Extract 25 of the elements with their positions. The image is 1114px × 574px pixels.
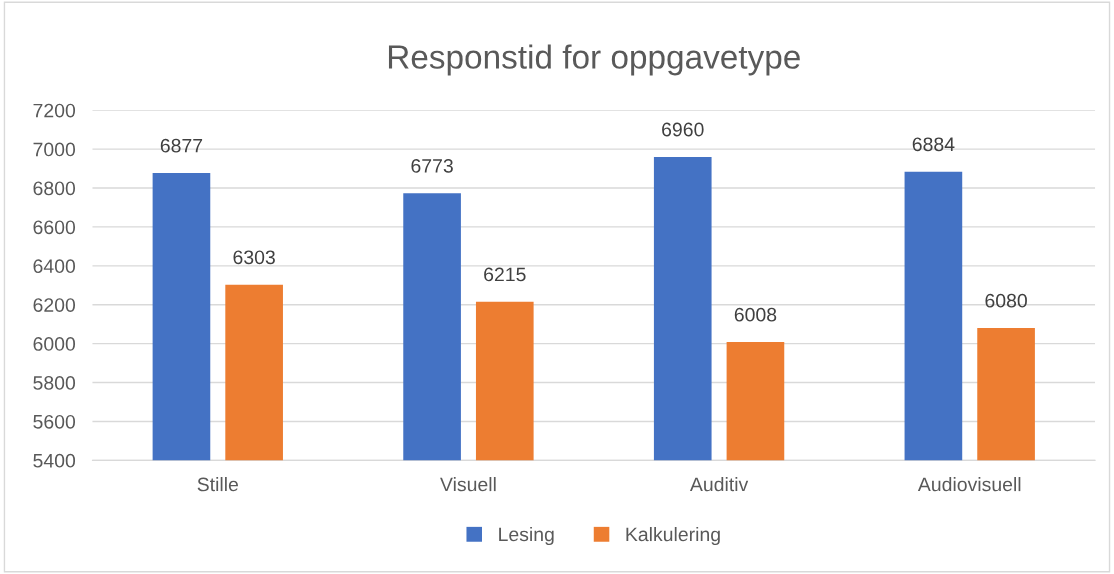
data-label: 6877 [160, 138, 203, 153]
x-tick-label: Stille [197, 477, 238, 492]
y-tick-label: 5400 [33, 453, 76, 468]
y-tick-label: 6000 [33, 337, 76, 351]
data-label: 6215 [484, 267, 526, 282]
y-tick-label: 5800 [33, 376, 76, 390]
y-tick-label: 6200 [33, 298, 76, 312]
legend-label: Kalkulering [626, 526, 720, 546]
y-tick-label: 6400 [33, 259, 76, 274]
legend-label: Lesing [499, 526, 554, 546]
data-label: 6008 [734, 307, 777, 322]
y-tick-label: 6600 [33, 220, 76, 235]
data-label: 6960 [662, 122, 704, 137]
data-label: 6303 [233, 250, 275, 265]
y-tick-label: 7000 [33, 142, 76, 157]
y-tick-label: 5600 [33, 414, 76, 429]
y-tick-label: 7200 [33, 103, 76, 118]
y-tick-label: 6800 [33, 181, 76, 196]
chart-title: Responstid for oppgavetype [388, 44, 800, 76]
data-label: 6884 [912, 137, 955, 152]
data-label: 6773 [411, 158, 453, 173]
x-tick-label: Visuell [440, 477, 496, 492]
x-tick-label: Audiovisuell [917, 477, 1021, 492]
x-tick-label: Auditiv [689, 477, 749, 492]
data-label: 6080 [985, 293, 1027, 308]
